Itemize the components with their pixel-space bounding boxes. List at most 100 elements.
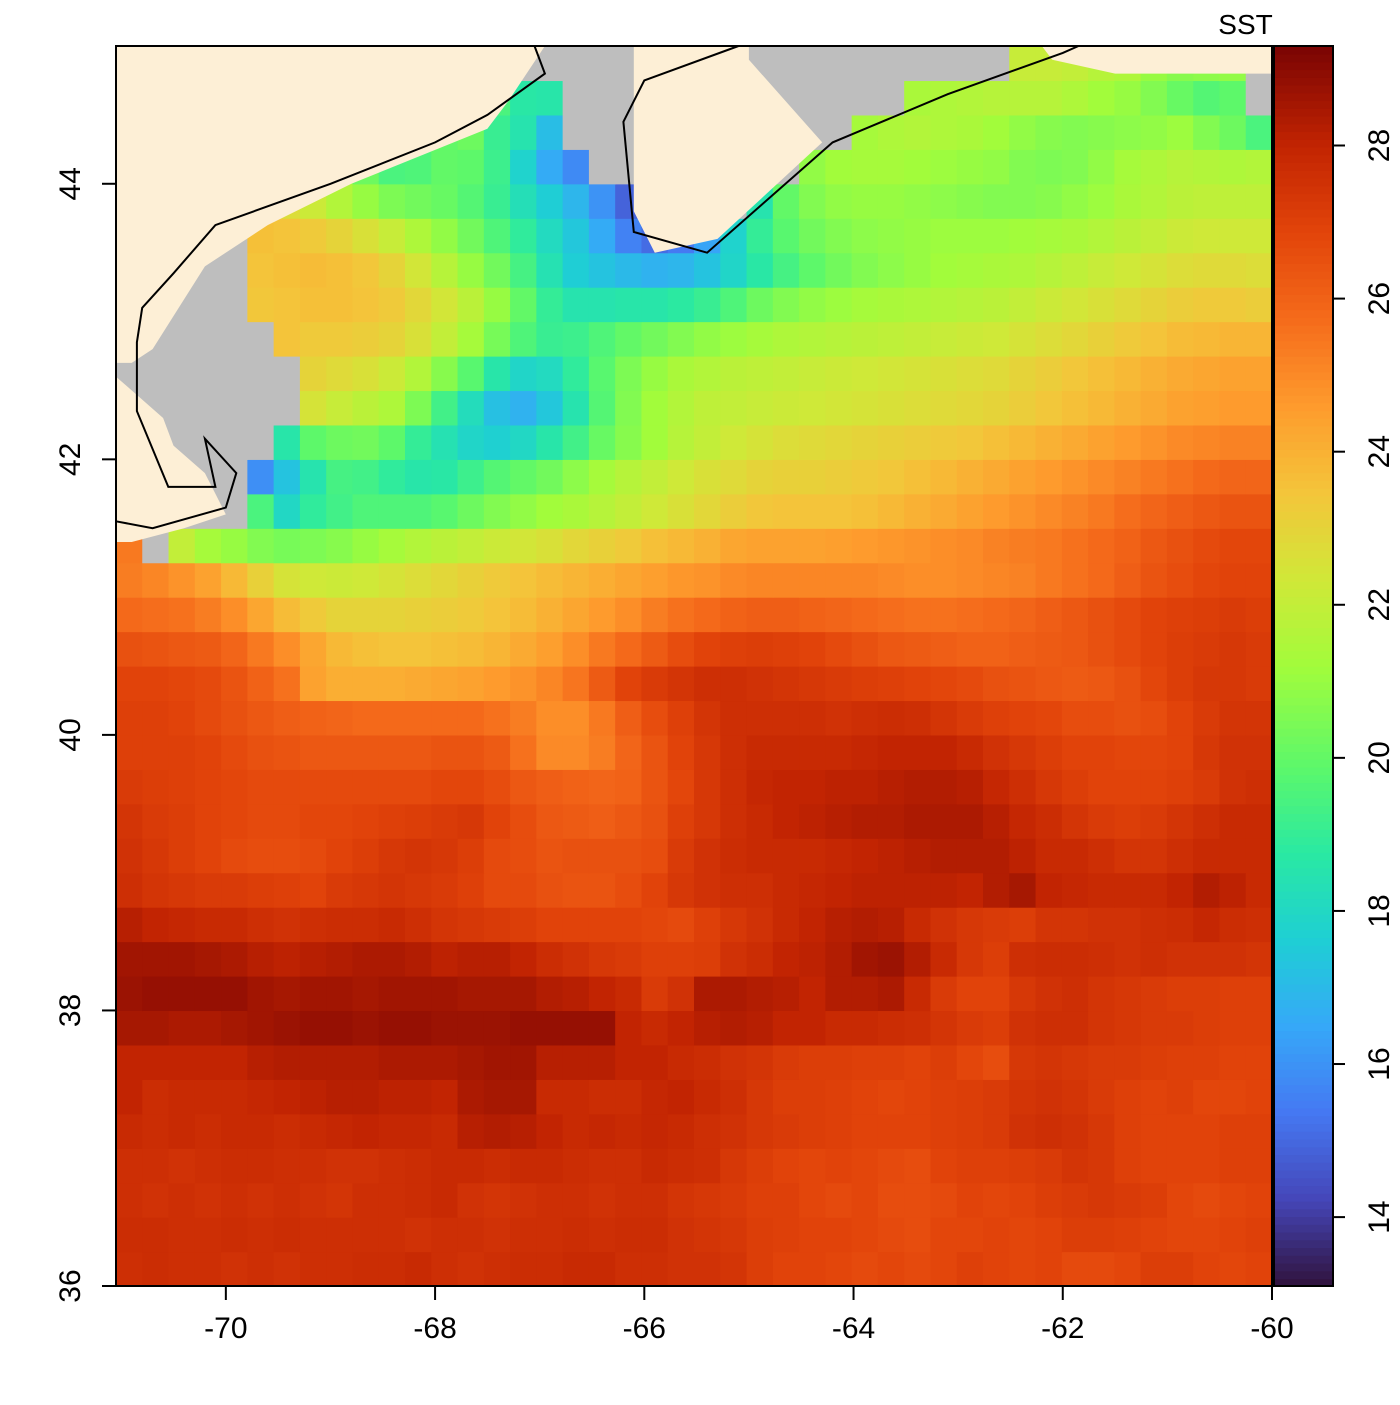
sst-cell xyxy=(1114,149,1142,185)
sst-cell xyxy=(116,1044,143,1080)
sst-cell xyxy=(694,1251,721,1287)
sst-cell xyxy=(1035,941,1063,977)
sst-cell xyxy=(904,1217,932,1253)
sst-cell xyxy=(667,1113,695,1149)
sst-cell xyxy=(562,803,590,839)
sst-cell xyxy=(904,528,932,564)
sst-cell xyxy=(1061,872,1089,908)
sst-cell xyxy=(772,321,800,357)
sst-cell xyxy=(562,700,590,736)
sst-cell xyxy=(1009,1010,1037,1046)
masked-cell xyxy=(825,46,853,82)
colorbar-segment xyxy=(1274,697,1333,706)
sst-cell xyxy=(1166,287,1194,323)
sst-cell xyxy=(1035,183,1063,219)
sst-cell xyxy=(1009,390,1037,426)
sst-cell xyxy=(405,1010,432,1046)
sst-cell xyxy=(1193,1010,1221,1046)
sst-cell xyxy=(1245,149,1273,185)
sst-cell xyxy=(483,562,511,598)
sst-cell xyxy=(483,976,511,1012)
sst-cell xyxy=(1114,1182,1142,1218)
sst-cell xyxy=(799,528,826,564)
colorbar-segment xyxy=(1274,131,1333,140)
sst-cell xyxy=(641,493,669,529)
sst-cell xyxy=(168,734,196,770)
sst-cell xyxy=(877,1079,905,1115)
sst-cell xyxy=(1193,1251,1221,1287)
sst-cell xyxy=(799,769,826,805)
sst-cell xyxy=(483,1217,511,1253)
sst-cell xyxy=(641,1113,669,1149)
sst-cell xyxy=(667,493,695,529)
sst-cell xyxy=(247,1182,275,1218)
sst-cell xyxy=(1009,666,1037,702)
sst-cell xyxy=(772,1251,800,1287)
sst-cell xyxy=(667,907,695,943)
sst-cell xyxy=(1035,114,1063,150)
sst-cell xyxy=(641,872,669,908)
sst-cell xyxy=(877,1182,905,1218)
sst-cell xyxy=(1245,872,1273,908)
colorbar-segment xyxy=(1274,1061,1333,1070)
sst-cell xyxy=(1166,803,1194,839)
sst-cell xyxy=(746,1182,774,1218)
sst-cell xyxy=(877,218,905,254)
sst-cell xyxy=(667,631,695,667)
masked-cell xyxy=(221,493,248,529)
sst-cell xyxy=(825,183,853,219)
sst-cell xyxy=(536,872,564,908)
sst-cell xyxy=(588,562,616,598)
sst-cell xyxy=(667,838,695,874)
colorbar-segment xyxy=(1274,278,1333,288)
sst-cell xyxy=(720,941,748,977)
colorbar-tick-label: 18 xyxy=(1363,894,1396,927)
sst-cell xyxy=(641,976,669,1012)
sst-cell xyxy=(273,252,301,288)
sst-cell xyxy=(1088,114,1115,150)
sst-cell xyxy=(746,390,774,426)
sst-cell xyxy=(588,838,616,874)
sst-cell xyxy=(510,562,537,598)
sst-cell xyxy=(378,907,406,943)
sst-cell xyxy=(536,769,564,805)
sst-cell xyxy=(956,459,984,495)
sst-cell xyxy=(536,114,564,150)
sst-cell xyxy=(983,1182,1010,1218)
sst-cell xyxy=(615,390,643,426)
masked-cell xyxy=(221,424,248,460)
sst-cell xyxy=(142,941,170,977)
sst-cell xyxy=(510,1182,537,1218)
colorbar-title: SST xyxy=(1218,9,1272,40)
sst-cell xyxy=(1061,459,1089,495)
sst-cell xyxy=(1193,252,1221,288)
sst-cell xyxy=(799,459,826,495)
sst-cell xyxy=(746,666,774,702)
x-tick-label: -68 xyxy=(413,1312,456,1345)
sst-cell xyxy=(352,631,380,667)
sst-cell xyxy=(1140,941,1168,977)
sst-cell xyxy=(299,700,327,736)
sst-cell xyxy=(1114,1079,1142,1115)
sst-cell xyxy=(641,803,669,839)
sst-cell xyxy=(1114,562,1142,598)
sst-cell xyxy=(299,976,327,1012)
sst-cell xyxy=(142,631,170,667)
sst-cell xyxy=(641,666,669,702)
sst-cell xyxy=(1114,941,1142,977)
sst-cell xyxy=(1166,666,1194,702)
sst-cell xyxy=(431,459,459,495)
sst-cell xyxy=(746,700,774,736)
colorbar-segment xyxy=(1274,735,1333,745)
sst-cell xyxy=(1009,700,1037,736)
masked-cell xyxy=(877,80,905,116)
sst-cell xyxy=(1061,149,1089,185)
sst-cell xyxy=(1245,838,1273,874)
sst-cell xyxy=(1035,700,1063,736)
sst-cell xyxy=(1245,1251,1273,1287)
sst-cell xyxy=(1140,390,1168,426)
sst-cell xyxy=(1035,1182,1063,1218)
sst-cell xyxy=(904,218,932,254)
sst-cell xyxy=(116,700,143,736)
sst-cell xyxy=(1166,149,1194,185)
